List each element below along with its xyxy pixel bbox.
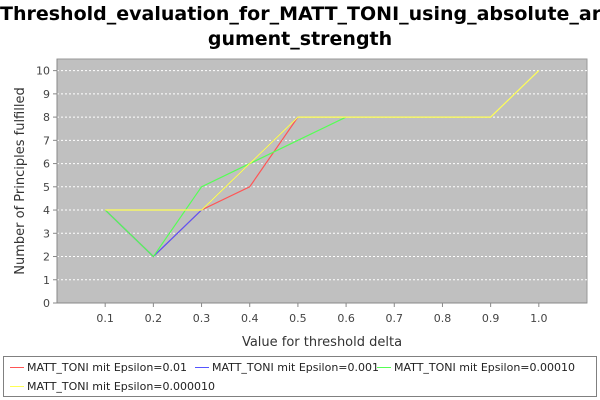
legend-label: MATT_TONI mit Epsilon=0.001 [212, 361, 380, 374]
x-tick-label: 0.8 [434, 312, 452, 325]
y-tick-label: 5 [43, 181, 50, 194]
series-line-4 [105, 70, 540, 211]
legend-label: MATT_TONI mit Epsilon=0.000010 [27, 380, 216, 393]
y-tick-label: 3 [43, 227, 50, 240]
legend-label: MATT_TONI mit Epsilon=0.00010 [394, 361, 576, 374]
tick-labels: 0 1 2 3 4 5 6 7 8 9 10 0.1 0.2 0.3 0.4 0.5 0.6 0.7 0.8 0.9 1… [36, 65, 548, 325]
x-tick-label: 0.6 [337, 312, 355, 325]
y-tick-label: 10 [36, 65, 50, 78]
y-tick-label: 0 [43, 297, 50, 310]
y-tick-label: 2 [43, 251, 50, 264]
y-tick-label: 4 [43, 204, 50, 217]
chart-title-line-2: gument_strength [207, 28, 393, 50]
y-tick-label: 8 [43, 111, 50, 124]
line-chart: 0 1 2 3 4 5 6 7 8 9 10 0.1 0.2 0.3 0.4 0.5 0.6 0.7 0.8 0.9 1… [13, 58, 588, 350]
legend-item-3: MATT_TONI mit Epsilon=0.00010 [377, 361, 575, 375]
y-axis-label: Number of Principles fulfilled [13, 87, 28, 274]
y-tick-label: 6 [43, 158, 50, 171]
y-tick-label: 1 [43, 274, 50, 287]
legend-swatch [10, 366, 24, 368]
legend-item-4: MATT_TONI mit Epsilon=0.000010 [10, 380, 215, 394]
chart-title: Threshold_evaluation_for_MATT_TONI_using… [0, 2, 600, 52]
legend-label: MATT_TONI mit Epsilon=0.01 [27, 361, 188, 374]
y-tick-label: 7 [43, 134, 50, 147]
x-tick-label: 0.1 [96, 312, 114, 325]
x-tick-label: 0.3 [193, 312, 211, 325]
series-layer [104, 70, 540, 258]
chart-title-line-1: Threshold_evaluation_for_MATT_TONI_using… [0, 3, 600, 25]
x-tick-label: 0.4 [241, 312, 259, 325]
legend-item-1: MATT_TONI mit Epsilon=0.01 [10, 361, 187, 375]
x-tick-label: 0.9 [482, 312, 500, 325]
axes [53, 59, 587, 307]
legend: MATT_TONI mit Epsilon=0.01 MATT_TONI mit … [3, 356, 597, 397]
legend-swatch [377, 366, 391, 368]
legend-swatch [195, 366, 209, 368]
legend-swatch [10, 385, 24, 387]
x-tick-label: 0.5 [289, 312, 307, 325]
x-tick-label: 0.2 [145, 312, 163, 325]
y-tick-label: 9 [43, 88, 50, 101]
legend-item-2: MATT_TONI mit Epsilon=0.001 [195, 361, 379, 375]
x-tick-label: 1.0 [530, 312, 548, 325]
series-line-3 [104, 116, 347, 258]
plot-area [56, 58, 588, 304]
x-axis-label: Value for threshold delta [242, 335, 402, 350]
x-tick-label: 0.7 [386, 312, 404, 325]
